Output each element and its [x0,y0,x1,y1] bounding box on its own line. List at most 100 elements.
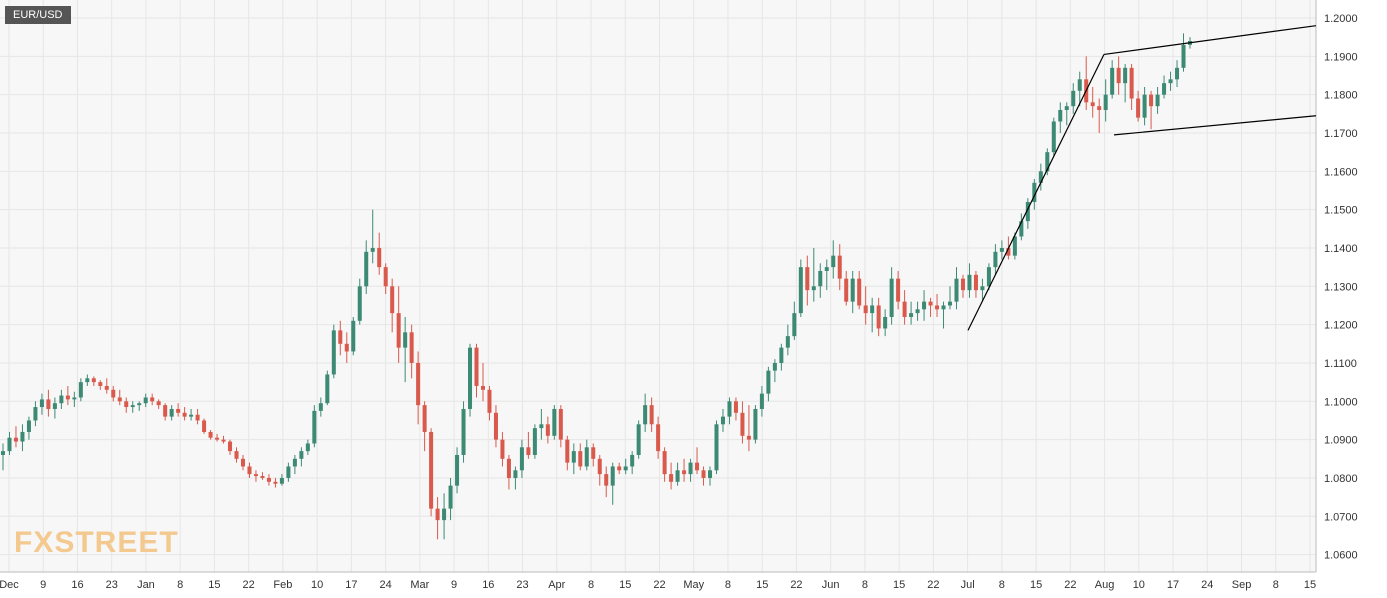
candle-body [26,420,31,432]
candle-body [772,362,777,371]
candle-body [487,389,492,413]
candle-body [746,435,751,440]
x-tick-label: 8 [1273,579,1279,591]
y-tick-label: 1.0700 [1324,511,1358,523]
candle-body [286,466,291,478]
candle-body [519,447,524,471]
candle-body [857,278,862,306]
candle-body [610,466,615,486]
candle-body [1038,171,1043,183]
candle-body [656,424,661,452]
candle-body [383,267,388,287]
flagpole-trendline [967,54,1105,331]
candle-body [1045,152,1050,172]
candle-body [1123,67,1128,84]
x-tick-label: 9 [451,579,457,591]
candle-body [708,470,713,478]
x-tick-label: Feb [273,579,292,591]
x-tick-label: 22 [243,579,255,591]
candle-body [46,399,51,409]
x-tick-label: 15 [756,579,768,591]
candle-body [818,270,823,287]
x-tick-label: 15 [1030,579,1042,591]
candle-body [922,301,927,310]
candle-body [448,485,453,509]
candle-body [104,385,109,390]
y-tick-label: 1.0600 [1324,550,1358,562]
candle-body [240,458,246,467]
candle-body [390,286,395,314]
candle-body [837,255,842,279]
candle-body [1168,79,1173,84]
x-tick-label: 24 [1201,579,1213,591]
candle-body [623,466,628,471]
y-tick-label: 1.1400 [1324,243,1358,255]
candle-body [461,408,466,455]
candle-body [72,397,77,400]
candle-body [1064,106,1069,110]
candle-body [130,405,135,408]
candle-body [701,470,706,478]
y-tick-label: 1.1600 [1324,166,1358,178]
candle-body [338,330,343,344]
candle-body [480,385,485,390]
y-tick-label: 1.1100 [1324,358,1357,370]
candle-body [156,401,161,406]
candle-body [52,403,57,409]
candle-body [636,424,641,455]
candle-body [7,437,12,452]
candle-body [364,251,369,287]
candle-body [675,470,680,482]
x-tick-label: 15 [208,579,220,591]
candle-body [78,382,83,398]
x-tick-label: 8 [999,579,1005,591]
candle-body [33,407,38,421]
candle-body [1155,94,1160,107]
candle-body [195,414,200,421]
candle-body [714,424,719,471]
candle-body [928,301,933,306]
candle-body [260,476,265,478]
candle-body [630,454,635,467]
candle-body [532,428,537,455]
candle-body [435,508,440,521]
candle-body [941,305,946,310]
candle-body [182,412,187,417]
candle-body [1006,247,1011,256]
x-tick-label: 15 [1304,579,1316,591]
candle-body [312,410,317,444]
x-tick-label: 17 [1167,579,1179,591]
candle-body [150,397,155,402]
candle-body [720,416,725,425]
x-tick-label: 16 [482,579,494,591]
candle-body [409,332,414,363]
candle-body [909,313,914,317]
candle-body [513,470,518,478]
candle-body [883,316,888,329]
candle-body [228,441,233,452]
candle-body [416,362,421,406]
x-tick-label: 8 [177,579,183,591]
candle-body [1090,102,1095,107]
candle-body [604,474,609,486]
candle-body [986,267,991,287]
candle-body [253,474,258,477]
candle-body [1116,67,1121,84]
candle-body [565,439,570,463]
candle-body [208,431,213,438]
candle-body [967,274,972,291]
candle-body [85,378,90,383]
candle-body [863,305,868,314]
y-tick-label: 1.1500 [1324,205,1358,217]
candle-body [1136,98,1141,118]
candle-body [189,414,194,417]
x-tick-label: 23 [516,579,528,591]
candle-body [124,401,129,408]
candle-body [889,278,894,317]
candle-body [422,405,427,432]
candle-body [273,481,278,484]
x-tick-label: 17 [345,579,357,591]
x-tick-label: 22 [927,579,939,591]
